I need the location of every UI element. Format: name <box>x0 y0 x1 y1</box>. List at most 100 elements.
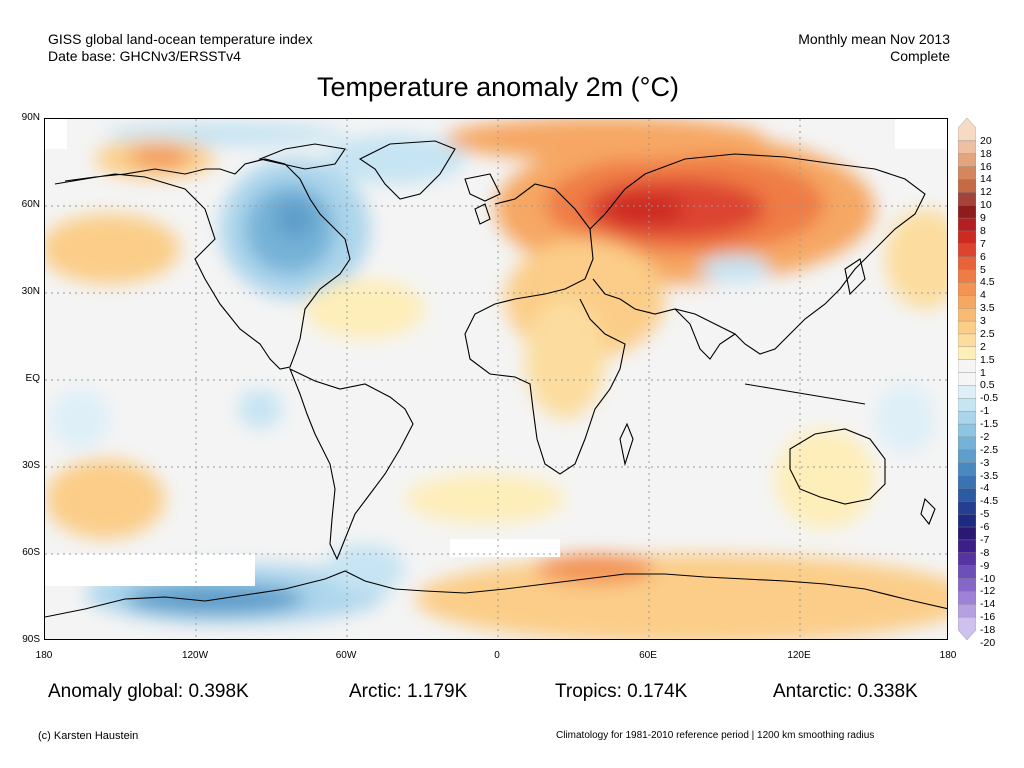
colorbar-swatch <box>958 372 976 387</box>
colorbar-label: -18 <box>980 624 996 636</box>
colorbar-label: 9 <box>980 212 986 225</box>
colorbar-label: -5 <box>980 508 990 521</box>
colorbar-label: 8 <box>980 224 986 237</box>
reference-note: Climatology for 1981-2010 reference peri… <box>556 730 875 741</box>
colorbar-swatch <box>958 616 976 640</box>
colorbar-swatch <box>958 166 976 181</box>
colorbar-swatch <box>958 282 976 297</box>
colorbar-label: 0.5 <box>980 379 995 392</box>
colorbar-swatch <box>958 552 976 567</box>
colorbar-label: 7 <box>980 237 986 250</box>
anomaly-map <box>44 118 948 640</box>
colorbar-swatch <box>958 398 976 412</box>
colorbar-label: -3 <box>980 456 990 469</box>
colorbar-label: -2 <box>980 430 990 443</box>
lat-label-60s: 60S <box>22 547 40 558</box>
colorbar-swatch <box>958 269 976 284</box>
colorbar-label: -1.5 <box>980 418 999 431</box>
tropics-anomaly: Tropics: 0.174K <box>555 681 688 702</box>
colorbar-label: 14 <box>980 173 992 186</box>
colorbar-label: 12 <box>980 186 992 199</box>
colorbar-label: -9 <box>980 559 990 572</box>
colorbar-label: -12 <box>980 585 996 598</box>
colorbar-swatch <box>958 359 976 374</box>
header-left: GISS global land-ocean temperature index… <box>48 31 313 65</box>
map-graphic <box>45 119 947 639</box>
missing-data <box>45 119 947 586</box>
map-title: Temperature anomaly 2m (°C) <box>317 72 679 102</box>
colorbar-label: 3 <box>980 315 986 328</box>
colorbar-label: -20 <box>980 636 996 649</box>
colorbar-swatch <box>958 410 976 425</box>
colorbar-swatch <box>958 230 976 245</box>
colorbar-swatch <box>958 217 976 232</box>
colorbar-swatch <box>958 591 976 605</box>
colorbar-label: -14 <box>980 598 996 611</box>
completeness-label: Complete <box>890 48 950 64</box>
header-right: Monthly mean Nov 2013 Complete <box>798 31 950 65</box>
lat-label-30n: 30N <box>21 286 40 297</box>
colorbar-swatch <box>958 475 976 490</box>
colorbar-label: 4.5 <box>980 276 995 289</box>
colorbar-swatch <box>958 539 976 554</box>
colorbar-swatch <box>958 333 976 348</box>
antarctic-anomaly: Antarctic: 0.338K <box>773 681 918 702</box>
colorbar-swatch <box>958 604 976 618</box>
graticule <box>45 119 947 639</box>
colorbar-label: -8 <box>980 546 990 559</box>
colorbar-label: 10 <box>980 199 992 212</box>
colorbar-swatch <box>958 501 976 515</box>
lon-label-60w: 60W <box>335 650 357 661</box>
global-anomaly: Anomaly global: 0.398K <box>48 681 249 702</box>
index-name: GISS global land-ocean temperature index <box>48 31 313 47</box>
colorbar-label: -10 <box>980 572 996 585</box>
lon-label-120e: 120E <box>787 650 811 661</box>
lon-label-120w: 120W <box>181 650 209 661</box>
lon-label-60e: 60E <box>639 650 657 661</box>
colorbar-swatch <box>958 488 976 502</box>
colorbar-label: 1 <box>980 366 986 379</box>
colorbar-label: 5 <box>980 263 986 276</box>
colorbar-swatch <box>958 205 976 219</box>
period-label: Monthly mean Nov 2013 <box>798 31 950 47</box>
lon-label-180e: 180 <box>939 650 957 661</box>
anomaly-field <box>45 119 947 639</box>
lat-label-90s: 90S <box>22 634 40 645</box>
colorbar-swatch <box>958 513 976 528</box>
colorbar-label: -0.5 <box>980 392 999 405</box>
colorbar-swatch <box>958 436 976 451</box>
colorbar-label: -7 <box>980 533 990 546</box>
colorbar-swatch <box>958 295 976 309</box>
colorbar-swatch <box>958 320 976 335</box>
colorbar-swatch <box>958 256 976 271</box>
lat-label-60n: 60N <box>21 199 40 210</box>
credit: (c) Karsten Haustein <box>38 730 139 742</box>
arctic-anomaly: Arctic: 1.179K <box>349 681 468 702</box>
lon-label-0: 0 <box>494 650 500 661</box>
colorbar-label: -2.5 <box>980 443 999 456</box>
colorbar-swatch <box>958 385 976 400</box>
colorbar-label: -6 <box>980 521 990 534</box>
colorbar-label: 16 <box>980 160 992 173</box>
colorbar-label: -16 <box>980 611 996 624</box>
colorbar-label: 1.5 <box>980 353 995 366</box>
colorbar-swatch <box>958 526 976 541</box>
colorbar-swatch <box>958 346 976 361</box>
colorbar-label: -4 <box>980 482 990 495</box>
colorbar-label: 18 <box>980 147 992 160</box>
colorbar-swatch <box>958 423 976 438</box>
colorbar-label: 2 <box>980 340 986 353</box>
lat-label-30s: 30S <box>22 460 40 471</box>
colorbar-swatch <box>958 179 976 194</box>
colorbar-label: -1 <box>980 405 990 418</box>
colorbar-label: 6 <box>980 250 986 263</box>
coastlines <box>45 140 947 618</box>
colorbar-label: -4.5 <box>980 495 999 508</box>
lat-label-90n: 90N <box>21 112 40 123</box>
data-base: Date base: GHCNv3/ERSSTv4 <box>48 48 241 64</box>
colorbar-label: 3.5 <box>980 302 995 315</box>
colorbar-swatch <box>958 192 976 206</box>
colorbar-swatch <box>958 449 976 464</box>
colorbar-label: 2.5 <box>980 327 995 340</box>
colorbar-swatch <box>958 140 976 155</box>
